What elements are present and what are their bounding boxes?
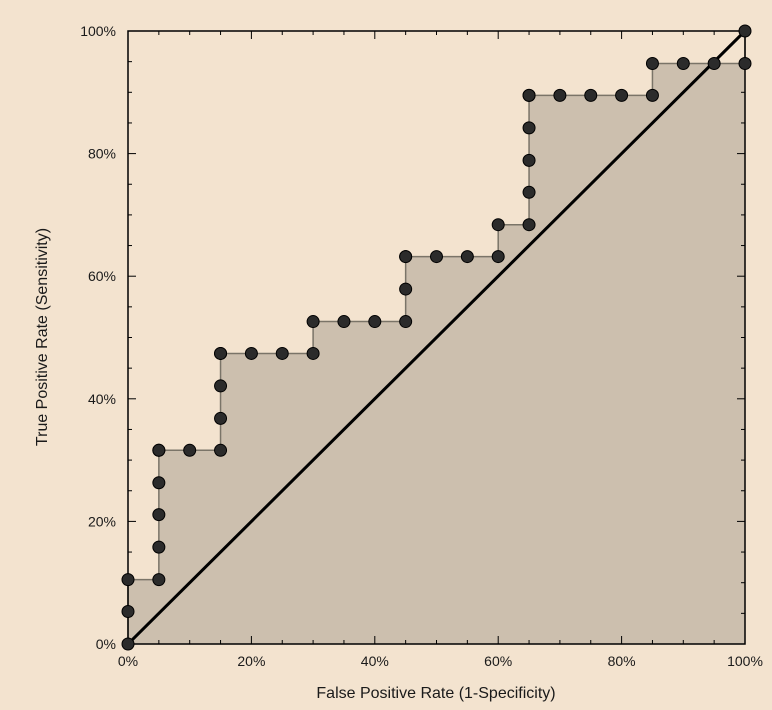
roc-point	[738, 56, 752, 70]
y-tick-label: 100%	[80, 23, 116, 39]
roc-point	[368, 315, 382, 329]
roc-step-line	[127, 31, 746, 644]
roc-point	[275, 346, 289, 360]
x-tick-label: 80%	[608, 653, 636, 669]
roc-point	[430, 250, 443, 264]
roc-point	[645, 88, 659, 102]
roc-point	[214, 379, 228, 393]
x-axis-title: False Positive Rate (1-Specificity)	[316, 685, 555, 702]
roc-point	[121, 573, 135, 587]
roc-point	[152, 573, 166, 587]
roc-point	[121, 637, 135, 651]
roc-step-layer	[127, 31, 746, 644]
roc-point	[460, 250, 474, 264]
roc-point	[491, 250, 505, 264]
roc-point	[645, 56, 659, 70]
roc-point	[214, 443, 228, 457]
y-axis-title: True Positive Rate (Sensitivity)	[34, 228, 51, 446]
roc-point	[399, 282, 413, 296]
diagonal-layer	[126, 29, 747, 646]
x-tick-label: 60%	[484, 653, 512, 669]
roc-point	[738, 24, 752, 38]
roc-point	[306, 315, 320, 329]
roc-point	[522, 185, 536, 199]
axis-ticks	[127, 30, 746, 645]
roc-point	[399, 315, 413, 329]
roc-point	[491, 218, 505, 232]
roc-point	[183, 443, 197, 457]
x-tick-label: 40%	[361, 653, 389, 669]
roc-point	[553, 88, 567, 102]
roc-point	[337, 315, 351, 329]
roc-point	[399, 250, 413, 264]
x-tick-label: 100%	[727, 653, 763, 669]
y-tick-label: 80%	[88, 146, 116, 162]
x-tick-label: 20%	[237, 653, 265, 669]
roc-point	[707, 56, 721, 70]
roc-point	[584, 88, 598, 102]
roc-point	[152, 476, 166, 490]
roc-point	[152, 443, 166, 457]
roc-point	[121, 605, 135, 619]
roc-point	[522, 88, 536, 102]
roc-point	[615, 88, 629, 102]
roc-point	[244, 346, 258, 360]
roc-point	[214, 346, 228, 360]
y-tick-label: 40%	[88, 391, 116, 407]
roc-point	[214, 411, 228, 425]
roc-point	[522, 153, 536, 167]
x-tick-label: 0%	[118, 653, 138, 669]
roc-point	[522, 121, 536, 135]
roc-point	[152, 508, 166, 522]
y-tick-label: 60%	[88, 268, 116, 284]
diagonal-reference-line	[126, 29, 747, 646]
tick-labels: 0% 20% 40% 60% 80% 100% 0% 20% 40% 60% 80% 100%	[80, 23, 763, 669]
y-tick-label: 20%	[88, 513, 116, 529]
roc-point	[306, 346, 320, 360]
roc-points	[121, 24, 752, 651]
roc-point	[676, 56, 690, 70]
roc-point	[152, 540, 166, 554]
roc-point	[522, 218, 536, 232]
y-tick-label: 0%	[96, 636, 116, 652]
